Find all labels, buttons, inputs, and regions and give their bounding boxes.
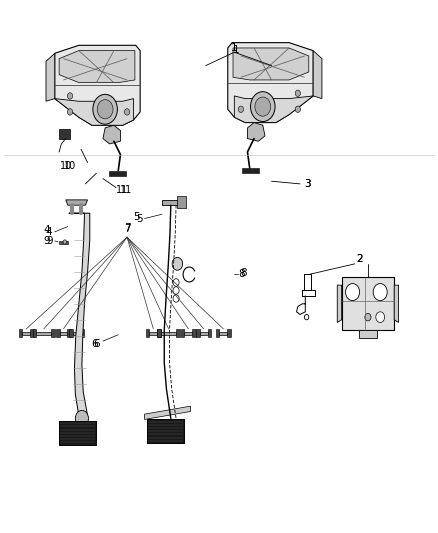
Polygon shape [69, 329, 73, 337]
Text: 4: 4 [44, 225, 50, 235]
Polygon shape [342, 277, 394, 330]
Polygon shape [56, 329, 60, 337]
Bar [161, 332, 176, 335]
Polygon shape [59, 421, 96, 445]
Polygon shape [66, 200, 88, 205]
Polygon shape [146, 329, 149, 337]
Polygon shape [81, 329, 84, 337]
Bar [200, 332, 208, 335]
Circle shape [124, 109, 130, 115]
Bar [60, 332, 67, 335]
Bar [184, 332, 192, 335]
Polygon shape [216, 329, 219, 337]
Text: 9: 9 [44, 236, 50, 246]
Polygon shape [67, 329, 71, 337]
Polygon shape [46, 53, 55, 101]
Bar [22, 332, 30, 335]
Circle shape [97, 100, 113, 119]
Circle shape [251, 92, 275, 122]
Text: 3: 3 [304, 179, 311, 189]
Polygon shape [19, 329, 22, 337]
Circle shape [346, 284, 360, 301]
Text: 7: 7 [124, 223, 131, 233]
Text: 11: 11 [120, 185, 133, 195]
Polygon shape [147, 419, 184, 443]
Text: 5: 5 [136, 214, 142, 223]
Text: 4: 4 [46, 227, 53, 237]
Circle shape [295, 90, 300, 96]
Text: 10: 10 [60, 161, 72, 171]
Polygon shape [208, 329, 211, 337]
Circle shape [238, 106, 244, 112]
Circle shape [255, 97, 271, 116]
Text: 10: 10 [64, 161, 77, 171]
Text: 11: 11 [116, 185, 128, 195]
Polygon shape [242, 168, 259, 173]
Circle shape [93, 94, 117, 124]
Polygon shape [30, 329, 34, 337]
Polygon shape [33, 329, 36, 337]
Polygon shape [313, 51, 322, 99]
Text: 1: 1 [233, 45, 240, 54]
Polygon shape [59, 129, 70, 139]
Polygon shape [52, 329, 55, 337]
Bar [149, 332, 157, 335]
Polygon shape [157, 329, 161, 337]
Polygon shape [233, 48, 309, 80]
Circle shape [376, 312, 385, 322]
Polygon shape [359, 330, 377, 338]
Bar [219, 332, 227, 335]
Bar [73, 332, 81, 335]
Bar [177, 196, 186, 208]
Circle shape [67, 109, 73, 115]
Polygon shape [145, 406, 191, 419]
Polygon shape [176, 329, 180, 337]
Polygon shape [55, 99, 134, 125]
Bar [36, 332, 52, 335]
Text: 3: 3 [304, 179, 311, 189]
Polygon shape [227, 329, 231, 337]
Text: 6: 6 [91, 339, 98, 349]
Circle shape [63, 240, 67, 244]
Polygon shape [247, 123, 265, 141]
Polygon shape [59, 241, 68, 244]
Polygon shape [196, 329, 200, 337]
Polygon shape [103, 125, 120, 144]
Text: 8: 8 [240, 269, 247, 278]
Polygon shape [228, 43, 313, 123]
Polygon shape [109, 171, 126, 176]
Polygon shape [55, 45, 140, 125]
Text: 2: 2 [356, 254, 363, 263]
Text: 6: 6 [93, 339, 100, 349]
Text: 9: 9 [46, 236, 53, 246]
Polygon shape [192, 329, 196, 337]
Polygon shape [394, 285, 399, 322]
Polygon shape [337, 285, 342, 322]
Circle shape [365, 313, 371, 321]
Polygon shape [181, 329, 184, 337]
Text: 1: 1 [231, 43, 238, 53]
Circle shape [295, 106, 300, 112]
Circle shape [75, 410, 88, 426]
Circle shape [172, 257, 183, 270]
Polygon shape [234, 96, 313, 123]
Polygon shape [162, 200, 184, 205]
Circle shape [67, 93, 73, 99]
Text: 7: 7 [124, 224, 131, 234]
Circle shape [373, 284, 387, 301]
Polygon shape [59, 51, 135, 83]
Polygon shape [157, 329, 161, 337]
Text: 2: 2 [356, 254, 363, 263]
Text: 5: 5 [134, 213, 140, 222]
Text: 8: 8 [239, 270, 245, 279]
Polygon shape [69, 213, 90, 421]
